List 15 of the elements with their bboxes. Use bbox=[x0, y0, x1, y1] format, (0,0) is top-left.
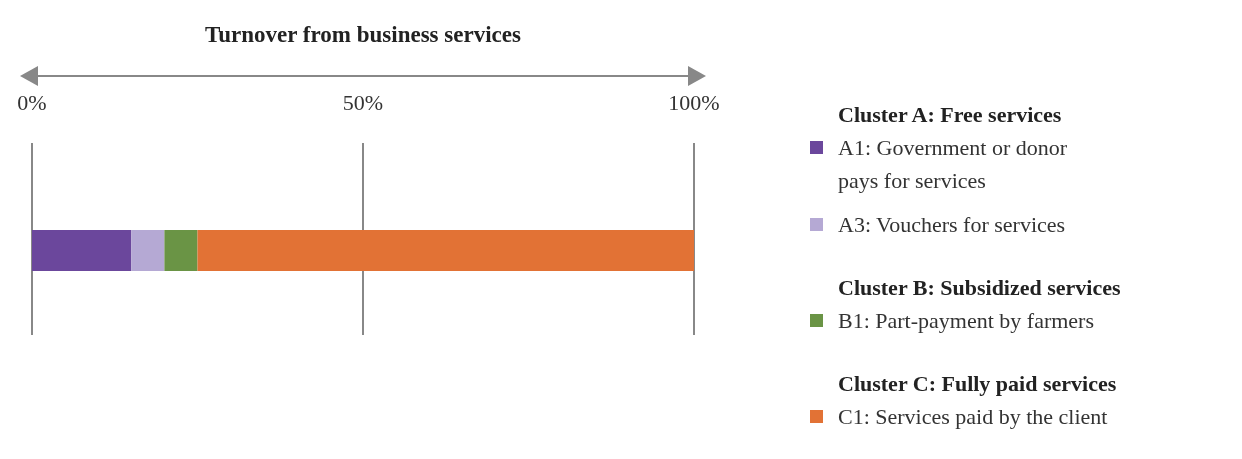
legend-label: A1: Government or donor pays for services bbox=[838, 135, 1068, 193]
legend-label: B1: Part-payment by farmers bbox=[838, 308, 1094, 333]
x-tick-label: 100% bbox=[668, 90, 720, 115]
bar bbox=[164, 230, 198, 271]
bar bbox=[197, 230, 694, 271]
legend-label: A3: Vouchers for services bbox=[838, 212, 1066, 237]
text: Cluster B: Subsidized services bbox=[838, 275, 1121, 300]
bar bbox=[131, 230, 165, 271]
text: Cluster C: Fully paid services bbox=[838, 371, 1117, 396]
bar bbox=[32, 230, 132, 271]
x-tick-label: 0% bbox=[17, 90, 47, 115]
legend-label: C1: Services paid by the client bbox=[838, 404, 1108, 429]
chart-title: Turnover from business services bbox=[205, 22, 521, 47]
x-tick-label: 50% bbox=[342, 90, 384, 115]
text: Cluster A: Free services bbox=[838, 102, 1062, 127]
